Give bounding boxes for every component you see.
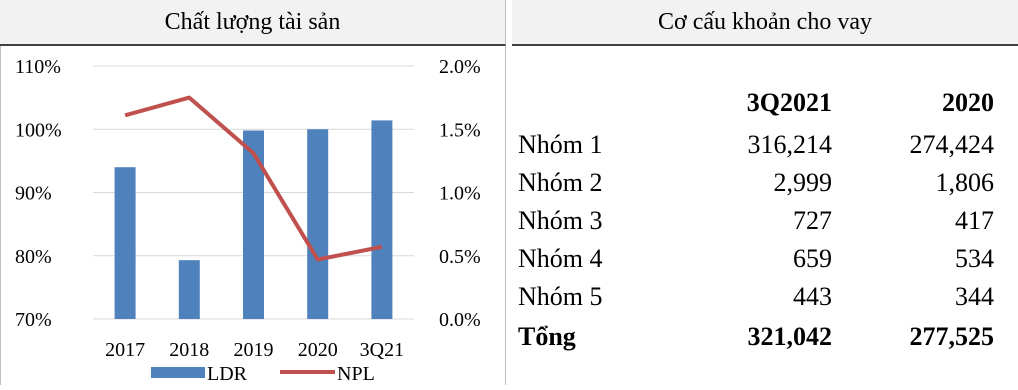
row-label-nhom-4: Nhóm 4 bbox=[518, 244, 603, 273]
legend-ldr-swatch bbox=[151, 367, 205, 378]
asset-quality-chart-area: 110% 2.0% 100% 1.5% 90% 1.0% 80% 0.5% 70% 0.0% 201… bbox=[0, 46, 506, 385]
cell-nhom-5-3q2021: 443 bbox=[793, 282, 832, 311]
row-label-nhom-5: Nhóm 5 bbox=[518, 282, 603, 311]
ldr-bar bbox=[114, 167, 136, 319]
ldr-npl-chart: 110% 2.0% 100% 1.5% 90% 1.0% 80% 0.5% 70% 0.0% 201… bbox=[15, 56, 481, 385]
cell-nhom-3-2020: 417 bbox=[955, 206, 994, 235]
row-label-total: Tổng bbox=[518, 322, 576, 351]
loan-structure-title: Cơ cấu khoản cho vay bbox=[512, 0, 1018, 46]
y-left-tick-label: 70% bbox=[15, 309, 52, 331]
cell-nhom-1-2020: 274,424 bbox=[909, 130, 995, 159]
x-tick-label: 2018 bbox=[169, 339, 209, 361]
column-header-3q2021: 3Q2021 bbox=[746, 88, 832, 117]
y-right-tick-label: 0.0% bbox=[439, 309, 481, 331]
cell-nhom-1-3q2021: 316,214 bbox=[747, 130, 833, 159]
y-right-tick-label: 0.5% bbox=[439, 246, 481, 268]
legend-ldr-label: LDR bbox=[207, 363, 248, 385]
ldr-bar bbox=[371, 120, 393, 320]
y-left-tick-label: 110% bbox=[15, 56, 61, 78]
y-right-tick-label: 2.0% bbox=[439, 56, 481, 78]
cell-total-3q2021: 321,042 bbox=[747, 322, 833, 351]
ldr-bar bbox=[178, 260, 200, 319]
row-label-nhom-2: Nhóm 2 bbox=[518, 168, 603, 197]
cell-total-2020: 277,525 bbox=[909, 322, 995, 351]
cell-nhom-4-3q2021: 659 bbox=[793, 244, 832, 273]
ldr-bar bbox=[307, 129, 329, 319]
row-label-nhom-3: Nhóm 3 bbox=[518, 206, 603, 235]
y-right-tick-label: 1.5% bbox=[439, 119, 481, 141]
row-label-nhom-1: Nhóm 1 bbox=[518, 130, 603, 159]
loan-structure-panel: Cơ cấu khoản cho vay 3Q2021 2020 Nhóm 1 … bbox=[512, 0, 1018, 385]
cell-nhom-3-3q2021: 727 bbox=[793, 206, 832, 235]
y-left-tick-label: 80% bbox=[15, 246, 52, 268]
cell-nhom-2-3q2021: 2,999 bbox=[773, 168, 833, 197]
asset-quality-panel: Chất lượng tài sản 110% 2.0% 100% 1.5% 90% 1.… bbox=[0, 0, 506, 385]
ldr-bar bbox=[243, 130, 264, 319]
column-header-2020: 2020 bbox=[942, 88, 994, 117]
asset-quality-title: Chất lượng tài sản bbox=[0, 0, 506, 46]
cell-nhom-2-2020: 1,806 bbox=[935, 168, 995, 197]
y-left-tick-label: 90% bbox=[15, 183, 52, 205]
npl-line bbox=[124, 95, 383, 262]
x-tick-label: 2019 bbox=[234, 339, 274, 361]
legend-npl-label: NPL bbox=[337, 363, 375, 385]
x-tick-label: 3Q21 bbox=[360, 339, 404, 361]
x-tick-label: 2017 bbox=[105, 339, 145, 361]
y-right-tick-label: 1.0% bbox=[439, 183, 481, 205]
cell-nhom-5-2020: 344 bbox=[955, 282, 994, 311]
cell-nhom-4-2020: 534 bbox=[955, 244, 994, 273]
y-left-tick-label: 100% bbox=[15, 119, 62, 141]
x-tick-label: 2020 bbox=[298, 339, 338, 361]
loan-structure-table: 3Q2021 2020 Nhóm 1 316,214 274,424 Nhóm … bbox=[512, 0, 1018, 385]
